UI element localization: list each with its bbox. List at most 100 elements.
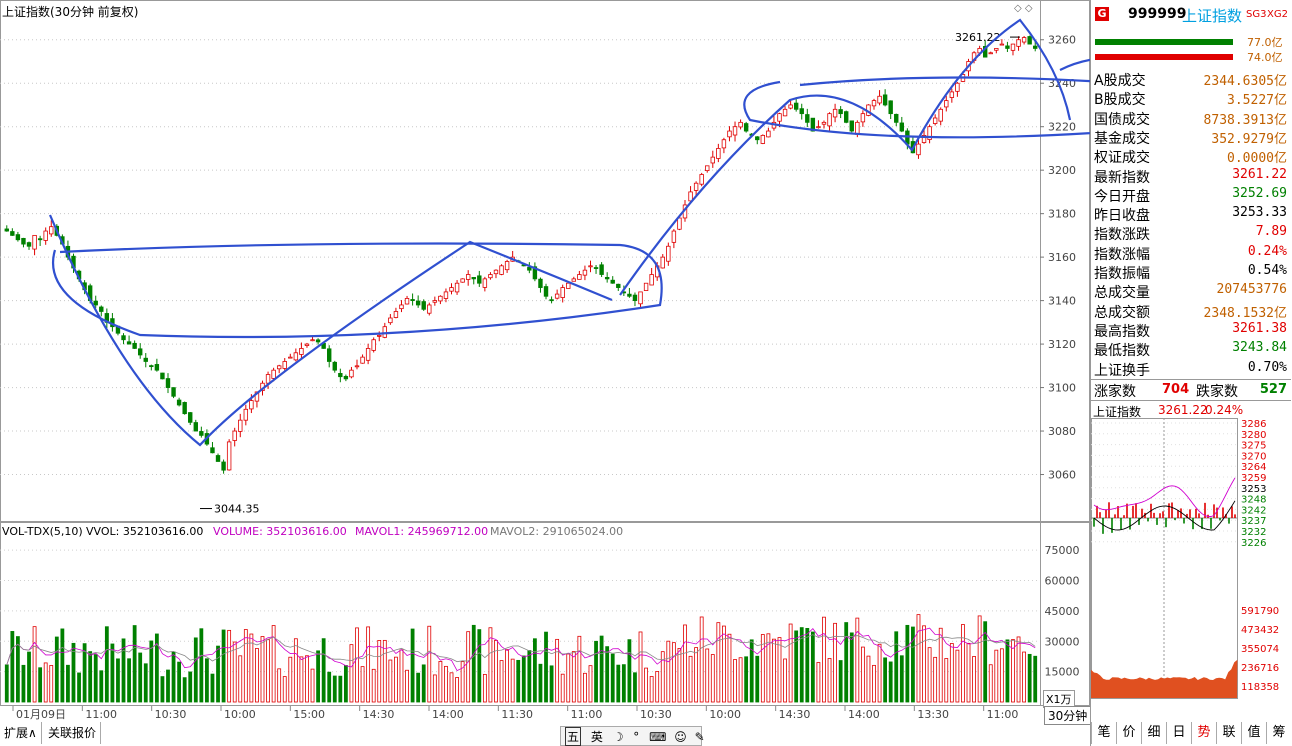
mini-strength-bar [1126,503,1128,518]
candle-up [454,282,460,293]
quote-row-label: 昨日收盘 [1094,208,1150,225]
x-tick-label: 14:30 [779,708,811,721]
ime-five-icon[interactable]: 五 [565,727,582,746]
candle-up [994,48,999,51]
volume-bar [883,657,888,703]
volume-bar [605,646,610,703]
volume-bar [43,662,48,703]
tab-expand[interactable]: 扩展∧ [0,722,42,744]
quote-row-value: 2344.6305亿 [1203,74,1287,89]
volume-bar [199,628,204,703]
candle-up [855,121,860,135]
candle-up [388,317,393,324]
quote-row-label: 今日开盘 [1094,188,1150,205]
fall-count-value: 527 [1259,382,1287,397]
mini-chart-pct: 0.24% [1205,403,1244,417]
ime-keyboard-icon[interactable]: ⌨ [649,730,667,744]
volume-bar [166,669,170,703]
volume-bar [744,656,749,703]
x-tick-label: 15:00 [293,708,325,721]
mini-tab[interactable]: 势 [1191,722,1216,744]
annotation-loop [52,242,663,339]
candle-up [254,391,260,402]
stock-name: 上证指数 [1182,7,1243,25]
mini-tab[interactable]: 筹 [1266,722,1291,744]
volume-bar [221,629,226,703]
candle-up [860,113,866,123]
volume-bar [972,656,976,703]
tab-related-quotes[interactable]: 关联报价 [44,722,102,744]
volume-bar [149,640,154,703]
volume-bar [460,661,465,703]
mini-strength-bar [1120,518,1122,530]
mini-strength-bar [1129,518,1131,530]
volume-bar [154,633,159,703]
candle-down [532,266,538,280]
volume-indicator-name[interactable]: VOL-TDX(5,10) [2,525,83,538]
mini-strength-bar [1165,518,1167,528]
ime-toolbar[interactable]: 五 英 ☽ ° ⌨ ☺ ✎ [560,726,705,746]
quote-row-value: 0.54% [1247,263,1287,278]
ime-moon-icon[interactable]: ☽ [612,730,624,744]
mini-price-tick: 3264 [1241,462,1266,473]
candle-up [932,117,938,124]
volume-tick-label: 45000 [1045,605,1080,618]
volume-bar [688,655,693,703]
mini-tab[interactable]: 细 [1141,722,1166,744]
candle-up [944,100,949,108]
volume-bar [749,639,754,703]
candle-up [49,226,54,235]
volume-bar [1027,653,1032,703]
volume-tick-label: 15000 [1045,666,1080,679]
candle-up [955,82,960,92]
candle-up [354,365,360,368]
candle-down [137,348,143,356]
price-tick-label: 3200 [1048,164,1076,177]
volume-bar [93,654,98,703]
ime-english-icon[interactable]: 英 [590,730,603,744]
intraday-mini-chart[interactable]: 3286328032753270326432593253324832423237… [1091,418,1292,718]
period-label[interactable]: 30分钟 [1044,706,1092,725]
volume-bar [15,636,20,703]
main-chart-area[interactable]: 上证指数(30分钟 前复权) ◇ ◇ 3060 3080 3100 3120 3140 3… [0,0,1092,746]
volume-bar [60,628,65,703]
volume-bar [399,649,404,703]
stock-code: 999999 [1128,6,1187,22]
volume-bar [332,675,337,703]
ime-user-icon[interactable]: ☺ [674,730,687,744]
volume-bar [827,658,832,703]
mini-tab[interactable]: 联 [1216,722,1241,744]
volume-bar [860,646,865,703]
candle-up [705,165,710,172]
mini-volume-tick: 591790 [1241,606,1279,617]
mini-tab[interactable]: 日 [1166,722,1191,744]
volume-bar [560,673,565,703]
mini-strength-bar [1213,504,1215,518]
mini-strength-bar [1186,513,1188,518]
candle-down [1027,36,1032,45]
mini-tab[interactable]: 值 [1241,722,1266,744]
mini-strength-bar [1225,514,1227,518]
candle-down [543,286,549,297]
quote-row-value: 352.9279亿 [1211,131,1287,147]
quote-row-value: 3253.33 [1232,205,1287,221]
diamond-icon[interactable]: ◇ ◇ [1014,3,1033,14]
volume-bar [1016,636,1021,703]
volume-bar [360,666,365,703]
ime-settings-icon[interactable]: ✎ [694,730,705,744]
mini-strength-bar [1093,518,1095,527]
volume-bar [872,664,876,703]
x-tick-label: 13:30 [917,708,949,721]
candle-up [571,278,577,282]
candle-up [377,334,382,337]
volume-bar [588,665,593,703]
candle-up [716,148,721,159]
candle-down [10,231,15,236]
ime-dot-icon[interactable]: ° [633,730,640,744]
volume-bar [82,643,87,703]
volume-bar [977,615,982,703]
volume-bar [627,639,632,703]
mini-tab[interactable]: 价 [1116,722,1141,744]
mini-tab[interactable]: 笔 [1091,722,1116,744]
volume-bar [277,668,282,703]
